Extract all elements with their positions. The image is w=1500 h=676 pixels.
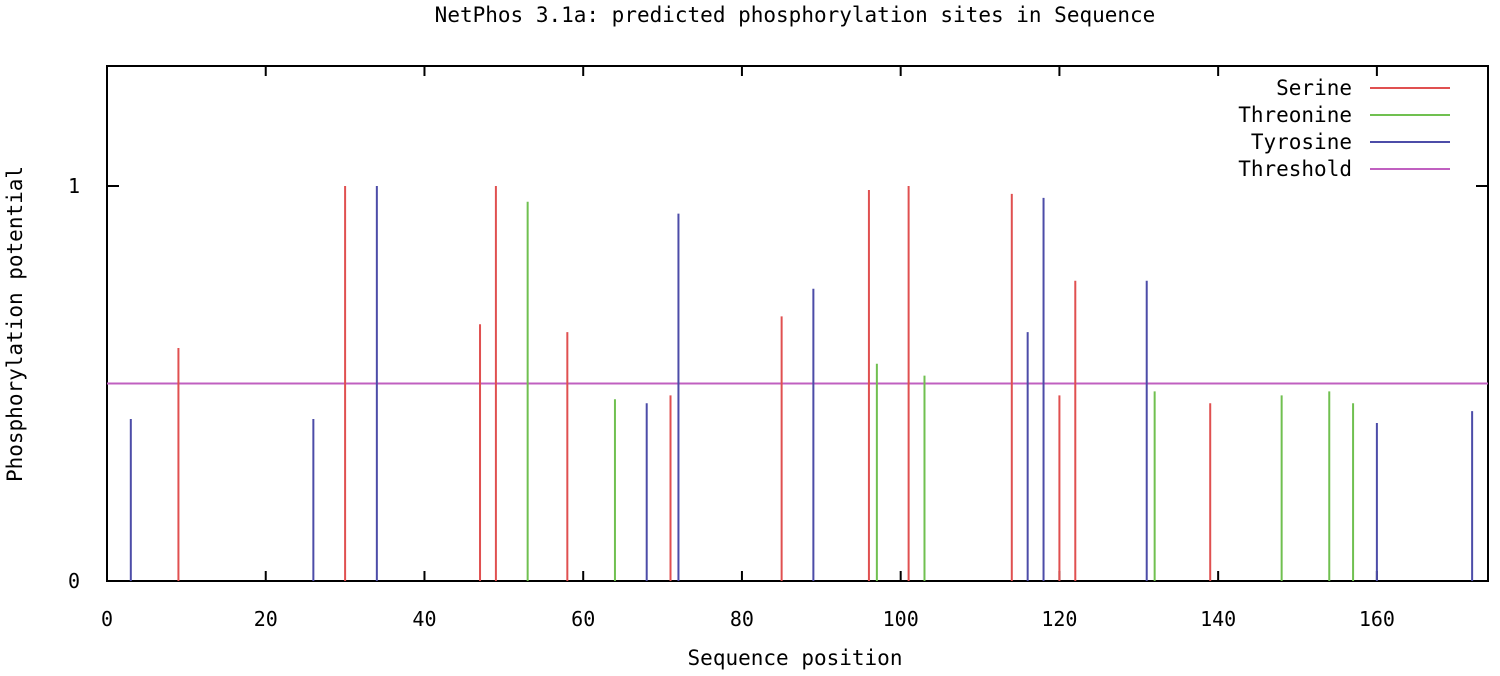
legend: Serine Threonine Tyrosine Threshold [1238,76,1450,181]
legend-label-threshold: Threshold [1238,157,1352,181]
x-tick-label: 60 [571,607,595,631]
x-tick-label: 40 [412,607,436,631]
chart-title: NetPhos 3.1a: predicted phosphorylation … [435,3,1156,27]
legend-label-threonine: Threonine [1238,103,1352,127]
legend-label-serine: Serine [1276,76,1352,100]
y-tick-label: 0 [68,569,80,593]
x-tick-label: 20 [254,607,278,631]
x-tick-label: 100 [883,607,919,631]
x-tick-label: 160 [1359,607,1395,631]
x-tick-label: 80 [730,607,754,631]
x-tick-label: 120 [1041,607,1077,631]
x-tick-label: 140 [1200,607,1236,631]
x-tick-label: 0 [101,607,113,631]
x-tick-labels: 0 20 40 60 80 100 120 140 160 [101,607,1395,631]
x-axis-label: Sequence position [688,646,903,670]
site-bars [129,186,1474,581]
plot-frame [106,65,1489,582]
y-axis-label: Phosphorylation potential [3,166,27,482]
y-tick-label: 1 [68,174,80,198]
y-tick-labels: 01 [68,174,80,593]
legend-label-tyrosine: Tyrosine [1251,130,1352,154]
